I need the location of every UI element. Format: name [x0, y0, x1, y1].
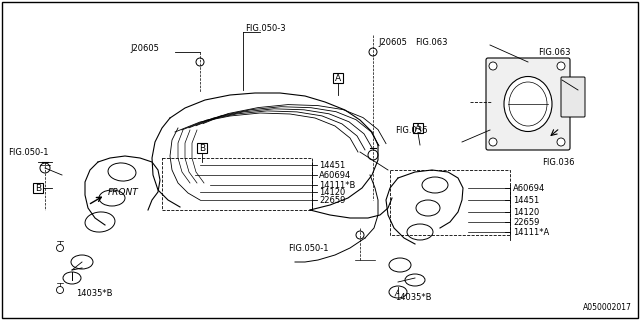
- Text: FIG.063: FIG.063: [538, 47, 570, 57]
- Text: 14120: 14120: [513, 207, 540, 217]
- Ellipse shape: [389, 286, 407, 298]
- Ellipse shape: [99, 190, 125, 206]
- Circle shape: [489, 62, 497, 70]
- Ellipse shape: [405, 274, 425, 286]
- Text: A: A: [415, 124, 421, 132]
- Circle shape: [368, 150, 378, 160]
- Circle shape: [489, 138, 497, 146]
- FancyBboxPatch shape: [486, 58, 570, 150]
- Text: 14451: 14451: [319, 161, 345, 170]
- Text: A050002017: A050002017: [583, 303, 632, 312]
- Text: 14111*A: 14111*A: [513, 228, 549, 236]
- Text: 14035*B: 14035*B: [76, 289, 113, 298]
- Circle shape: [356, 231, 364, 239]
- Ellipse shape: [108, 163, 136, 181]
- Text: J20605: J20605: [130, 44, 159, 52]
- Bar: [333, 73, 343, 83]
- Circle shape: [56, 286, 63, 293]
- Ellipse shape: [416, 200, 440, 216]
- Bar: [33, 183, 43, 193]
- Bar: [390, 170, 510, 235]
- Text: A: A: [335, 74, 341, 83]
- Text: FIG.036: FIG.036: [395, 125, 428, 134]
- Text: A60694: A60694: [319, 171, 351, 180]
- Text: FIG.050-1: FIG.050-1: [288, 244, 328, 252]
- Ellipse shape: [85, 212, 115, 232]
- Circle shape: [56, 244, 63, 252]
- Circle shape: [196, 58, 204, 66]
- Text: 14035*B: 14035*B: [395, 293, 431, 302]
- Text: 14120: 14120: [319, 188, 345, 196]
- Ellipse shape: [389, 258, 411, 272]
- Text: FIG.036: FIG.036: [542, 157, 575, 166]
- Ellipse shape: [63, 272, 81, 284]
- Text: FIG.050-3: FIG.050-3: [245, 23, 285, 33]
- Text: J20605: J20605: [378, 37, 407, 46]
- Bar: [413, 123, 423, 133]
- Text: 22659: 22659: [319, 196, 346, 204]
- Text: FIG.050-1: FIG.050-1: [8, 148, 49, 156]
- Text: FRONT: FRONT: [108, 188, 139, 196]
- Ellipse shape: [71, 255, 93, 269]
- Circle shape: [557, 62, 565, 70]
- Ellipse shape: [407, 224, 433, 240]
- Ellipse shape: [422, 177, 448, 193]
- Circle shape: [557, 138, 565, 146]
- Text: 14111*B: 14111*B: [319, 180, 355, 189]
- Ellipse shape: [509, 82, 547, 126]
- Bar: [197, 143, 207, 153]
- Text: 22659: 22659: [513, 218, 540, 227]
- Circle shape: [369, 48, 377, 56]
- Ellipse shape: [504, 76, 552, 132]
- FancyBboxPatch shape: [561, 77, 585, 117]
- Text: A60694: A60694: [513, 183, 545, 193]
- Text: FIG.063: FIG.063: [415, 37, 447, 46]
- Text: 14451: 14451: [513, 196, 540, 204]
- Text: B: B: [35, 183, 41, 193]
- Text: B: B: [199, 143, 205, 153]
- Bar: [162, 158, 312, 210]
- Circle shape: [40, 163, 50, 173]
